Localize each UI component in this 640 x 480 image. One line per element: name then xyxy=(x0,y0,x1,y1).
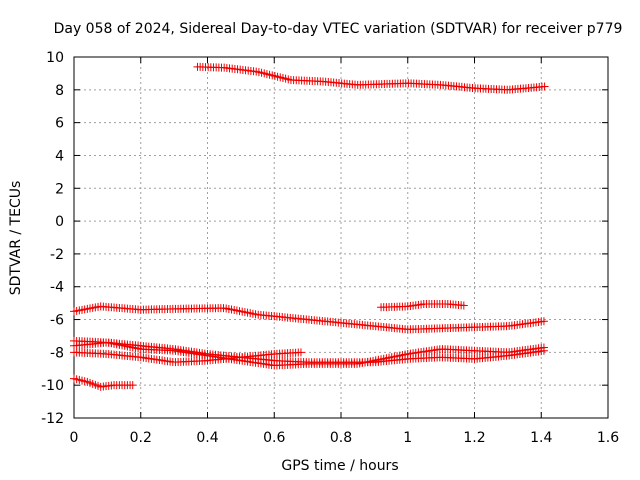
data-point xyxy=(539,317,548,326)
series-sat-a xyxy=(193,62,549,94)
x-tick-label: 1.2 xyxy=(463,430,485,446)
x-axis-label: GPS time / hours xyxy=(281,458,398,474)
y-tick-label: 6 xyxy=(55,116,64,132)
y-tick-label: -10 xyxy=(41,378,64,394)
y-tick-label: -2 xyxy=(50,247,64,263)
data-point xyxy=(540,82,549,91)
x-tick-labels: 0 0.2 0.4 0.6 0.8 1 1.2 1.4 1.6 xyxy=(70,430,620,446)
data-point xyxy=(296,348,305,357)
y-tick-label: 0 xyxy=(55,214,64,230)
x-tick-label: 1 xyxy=(403,430,412,446)
series-sat-b xyxy=(70,302,548,334)
y-axis-label: SDTVAR / TECUs xyxy=(8,181,24,296)
x-tick-label: 1.6 xyxy=(597,430,619,446)
x-tick-label: 0.2 xyxy=(130,430,152,446)
chart-title: Day 058 of 2024, Sidereal Day-to-day VTE… xyxy=(54,21,623,37)
series-sat-g xyxy=(70,374,137,391)
x-tick-label: 0.4 xyxy=(196,430,218,446)
y-tick-label: 8 xyxy=(55,83,64,99)
y-tick-label: -4 xyxy=(50,280,64,296)
x-tick-label: 0.8 xyxy=(330,430,352,446)
y-tick-label: -8 xyxy=(50,345,64,361)
series-sat-f xyxy=(70,346,548,367)
y-tick-label: -12 xyxy=(41,411,64,427)
data-point xyxy=(459,301,468,310)
y-tick-label: 10 xyxy=(46,50,64,66)
data-series xyxy=(70,62,549,391)
series-sat-c xyxy=(377,299,468,312)
y-tick-label: 2 xyxy=(55,181,64,197)
x-tick-label: 0 xyxy=(70,430,79,446)
data-point xyxy=(539,346,548,355)
x-tick-label: 1.4 xyxy=(530,430,552,446)
y-tick-label: -6 xyxy=(50,313,64,329)
grid-lines xyxy=(74,57,608,418)
data-point xyxy=(128,381,137,390)
y-tick-labels: -12 -10 -8 -6 -4 -2 0 2 4 6 8 10 xyxy=(41,50,64,427)
y-tick-label: 4 xyxy=(55,148,64,164)
x-tick-label: 0.6 xyxy=(263,430,285,446)
